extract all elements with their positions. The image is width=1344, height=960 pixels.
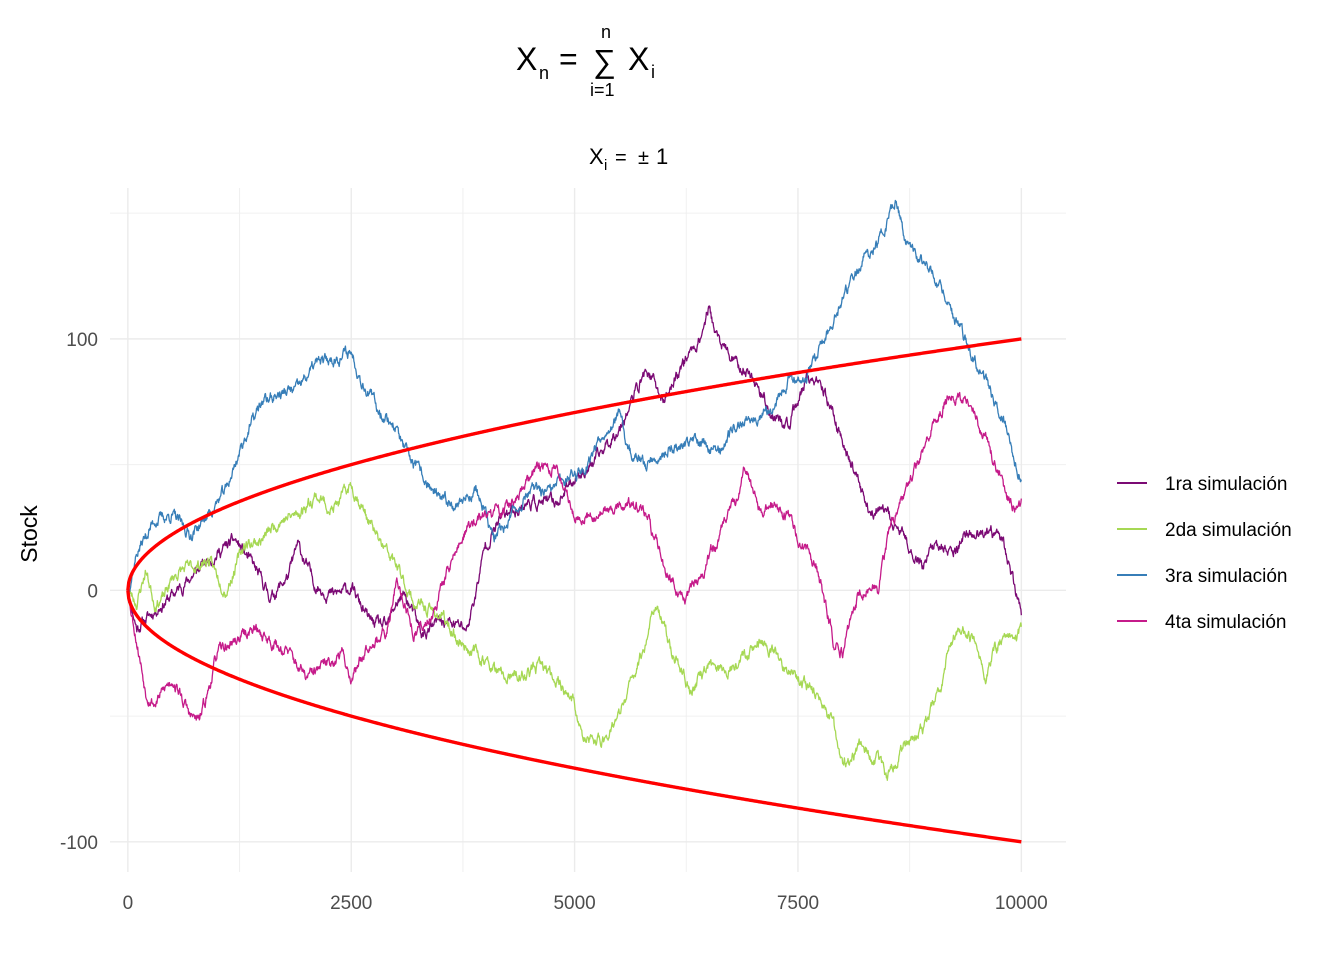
subtitle-value: 1 [656, 144, 668, 169]
envelope-layer [126, 337, 1022, 844]
x-tick-label: 2500 [330, 893, 372, 914]
y-tick-label: 100 [66, 330, 98, 351]
legend-label-1: 1ra simulación [1165, 474, 1288, 495]
title-sum-lower: i=1 [590, 80, 615, 100]
legend-label-4: 4ta simulación [1165, 612, 1286, 633]
series-line-4 [127, 391, 1022, 721]
subtitle-subscript: i [604, 157, 607, 174]
subtitle-plus-minus: ± [638, 147, 649, 169]
legend-label-3: 3ra simulación [1165, 566, 1288, 587]
x-tick-label: 5000 [553, 893, 595, 914]
series-line-3 [127, 199, 1022, 593]
x-tick-label: 10000 [995, 893, 1048, 914]
title-sum-symbol: ∑ [593, 43, 616, 79]
x-tick-label: 7500 [777, 893, 819, 914]
title-equals: = [559, 41, 578, 77]
y-axis-title: Stock [16, 505, 42, 563]
title-sum-upper: n [601, 22, 611, 42]
subtitle-base: X [589, 144, 604, 169]
title-base: X [516, 41, 537, 77]
subtitle-equals: = [615, 147, 627, 169]
envelope-upper [126, 337, 1022, 591]
title-term-subscript: i [651, 62, 655, 82]
legend-label-2: 2da simulación [1165, 520, 1292, 541]
series-line-2 [127, 481, 1022, 781]
legend: 1ra simulación 2da simulación 3ra simulaci… [1117, 474, 1292, 633]
y-tick-label: 0 [87, 581, 98, 602]
chart-title: X n = ∑ n i=1 X i [516, 22, 655, 100]
chart-subtitle: X i = ± 1 [589, 144, 668, 174]
x-tick-label: 0 [123, 893, 134, 914]
series-line-1 [127, 305, 1022, 640]
series-layer [127, 199, 1022, 781]
title-subscript: n [539, 63, 549, 83]
x-axis-ticks: 0 2500 5000 7500 10000 [123, 893, 1048, 914]
y-axis-ticks: -100 0 100 [60, 330, 98, 854]
envelope-lower [126, 590, 1022, 844]
y-tick-label: -100 [60, 833, 98, 854]
title-term: X [628, 41, 649, 77]
